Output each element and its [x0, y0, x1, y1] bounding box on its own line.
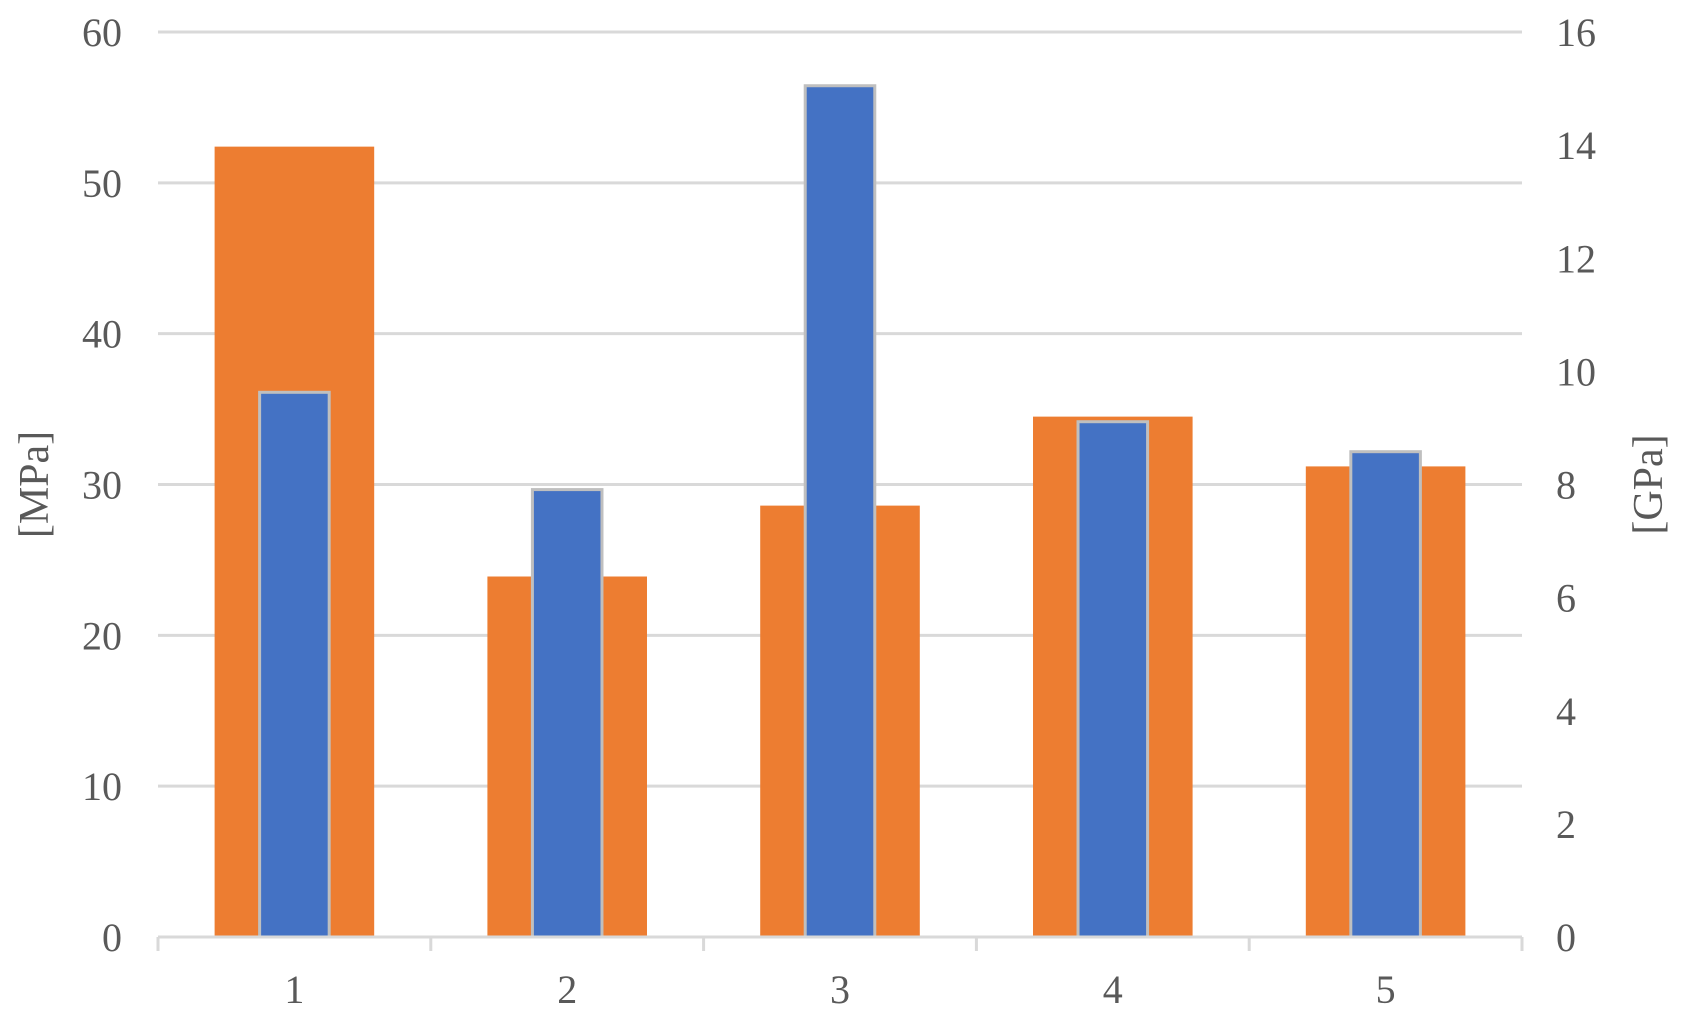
- y-left-tick-label: 30: [82, 463, 122, 508]
- bar-right-3: [803, 84, 877, 939]
- x-tick-label: 1: [284, 967, 304, 1012]
- y-left-tick-label: 20: [82, 613, 122, 658]
- y-right-tick-label: 6: [1556, 576, 1576, 621]
- y-right-tick-label: 8: [1556, 463, 1576, 508]
- y-right-tick-label: 0: [1556, 915, 1576, 960]
- x-ticks: 1 2 3 4 5: [284, 967, 1395, 1012]
- bars-right-series: [258, 84, 1422, 939]
- bar-right-2: [530, 488, 604, 939]
- y-left-tick-label: 40: [82, 312, 122, 357]
- y-left-tick-label: 0: [102, 915, 122, 960]
- x-axis: [156, 935, 1524, 951]
- bar-right-4: [1076, 420, 1150, 939]
- y-right-tick-label: 16: [1556, 10, 1596, 55]
- y-right-tick-label: 10: [1556, 349, 1596, 394]
- bar-right-1: [258, 390, 331, 939]
- y-right-axis-title: [GPa]: [1626, 434, 1672, 534]
- x-tick-label: 2: [557, 967, 577, 1012]
- y-left-axis-title: [MPa]: [12, 431, 58, 538]
- bar-right-5: [1349, 450, 1422, 939]
- y-right-tick-label: 4: [1556, 689, 1576, 734]
- y-right-ticks: 0 2 4 6 8 10 12 14 16: [1556, 10, 1596, 960]
- y-left-ticks: 0 10 20 30 40 50 60: [82, 10, 122, 960]
- x-tick-label: 5: [1376, 967, 1396, 1012]
- y-right-tick-label: 2: [1556, 802, 1576, 847]
- y-right-tick-label: 14: [1556, 123, 1596, 168]
- y-left-tick-label: 50: [82, 161, 122, 206]
- x-tick-label: 3: [830, 967, 850, 1012]
- y-left-tick-label: 60: [82, 10, 122, 55]
- x-tick-label: 4: [1103, 967, 1123, 1012]
- y-right-tick-label: 12: [1556, 236, 1596, 281]
- y-left-tick-label: 10: [82, 764, 122, 809]
